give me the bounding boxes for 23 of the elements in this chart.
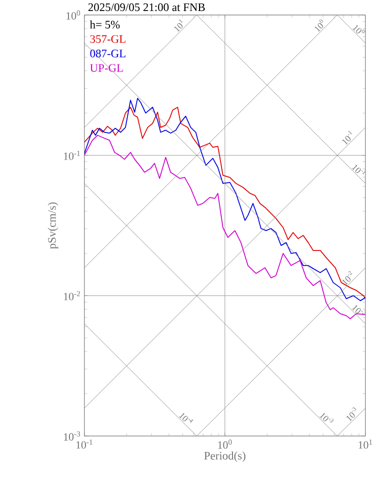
y-tick-label: 10$^{-3}$ <box>64 431 80 441</box>
x-tick-label: 10$^{-1}$ <box>76 440 92 449</box>
legend-title: h= 5% <box>90 20 120 29</box>
y-axis-title: pSv(cm/s) <box>48 202 58 249</box>
annotation: 10$^{-3}$ <box>346 407 356 422</box>
x-tick-label: 10$^{1}$ <box>358 440 372 449</box>
x-axis-title: Period(s) <box>204 452 246 462</box>
text: 087-GL <box>90 50 126 58</box>
annotation: 10$^{-4}$ <box>178 412 194 423</box>
annotation: 10$^{0}$ <box>314 19 323 32</box>
y-tick-label: 10$^{-1}$ <box>64 150 80 160</box>
annotation: 10$^{-1}$ <box>352 164 366 175</box>
annotation: 10$^{-2}$ <box>342 271 352 286</box>
y-tick-label: 10$^{0}$ <box>66 10 80 20</box>
annotation: 10$^{1}$ <box>174 19 183 32</box>
text: 357-GL <box>90 35 126 43</box>
chart-title: 2025/09/05 21:00 at FNB <box>88 3 205 12</box>
annotation: 10$^{0}$ <box>352 25 366 34</box>
annotation: 10$^{-3}$ <box>319 412 334 422</box>
text: UP-GL <box>90 64 123 72</box>
x-tick-label: 10$^{0}$ <box>218 440 232 449</box>
y-tick-label: 10$^{-2}$ <box>64 291 80 300</box>
annotation: 10$^{-1}$ <box>342 130 352 145</box>
